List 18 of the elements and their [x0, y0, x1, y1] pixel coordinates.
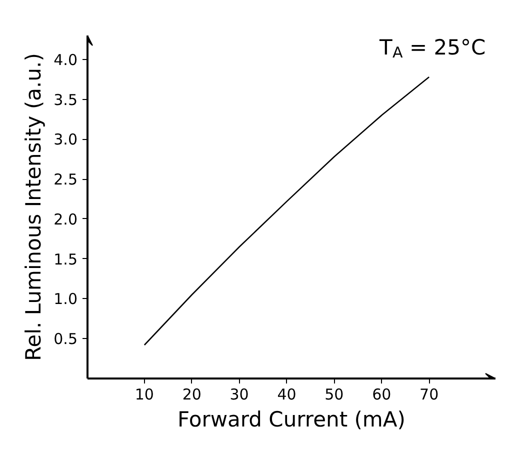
y-tick-label: 0.5: [54, 330, 78, 348]
x-axis-title: Forward Current (mA): [178, 408, 406, 432]
x-tick-label: 70: [420, 386, 439, 404]
x-tick-label: 60: [372, 386, 392, 404]
x-tick-label: 10: [134, 386, 154, 404]
x-tick-label: 20: [182, 386, 202, 404]
x-tick-label: 50: [324, 386, 344, 404]
y-tick-label: 3.0: [54, 130, 78, 149]
y-tick-label: 1.0: [54, 290, 78, 308]
line-series: [144, 76, 430, 346]
y-tick-label: 1.5: [54, 250, 78, 268]
y-axis-title: Rel. Luminous Intensity (a.u.): [22, 53, 46, 361]
x-tick-label: 40: [277, 386, 296, 404]
y-tick-label: 2.5: [54, 170, 78, 189]
y-tick-label: 3.5: [54, 90, 78, 109]
x-tick-label: 30: [230, 386, 249, 404]
y-tick-label: 2.0: [54, 210, 78, 228]
y-tick-label: 4.0: [54, 50, 78, 69]
